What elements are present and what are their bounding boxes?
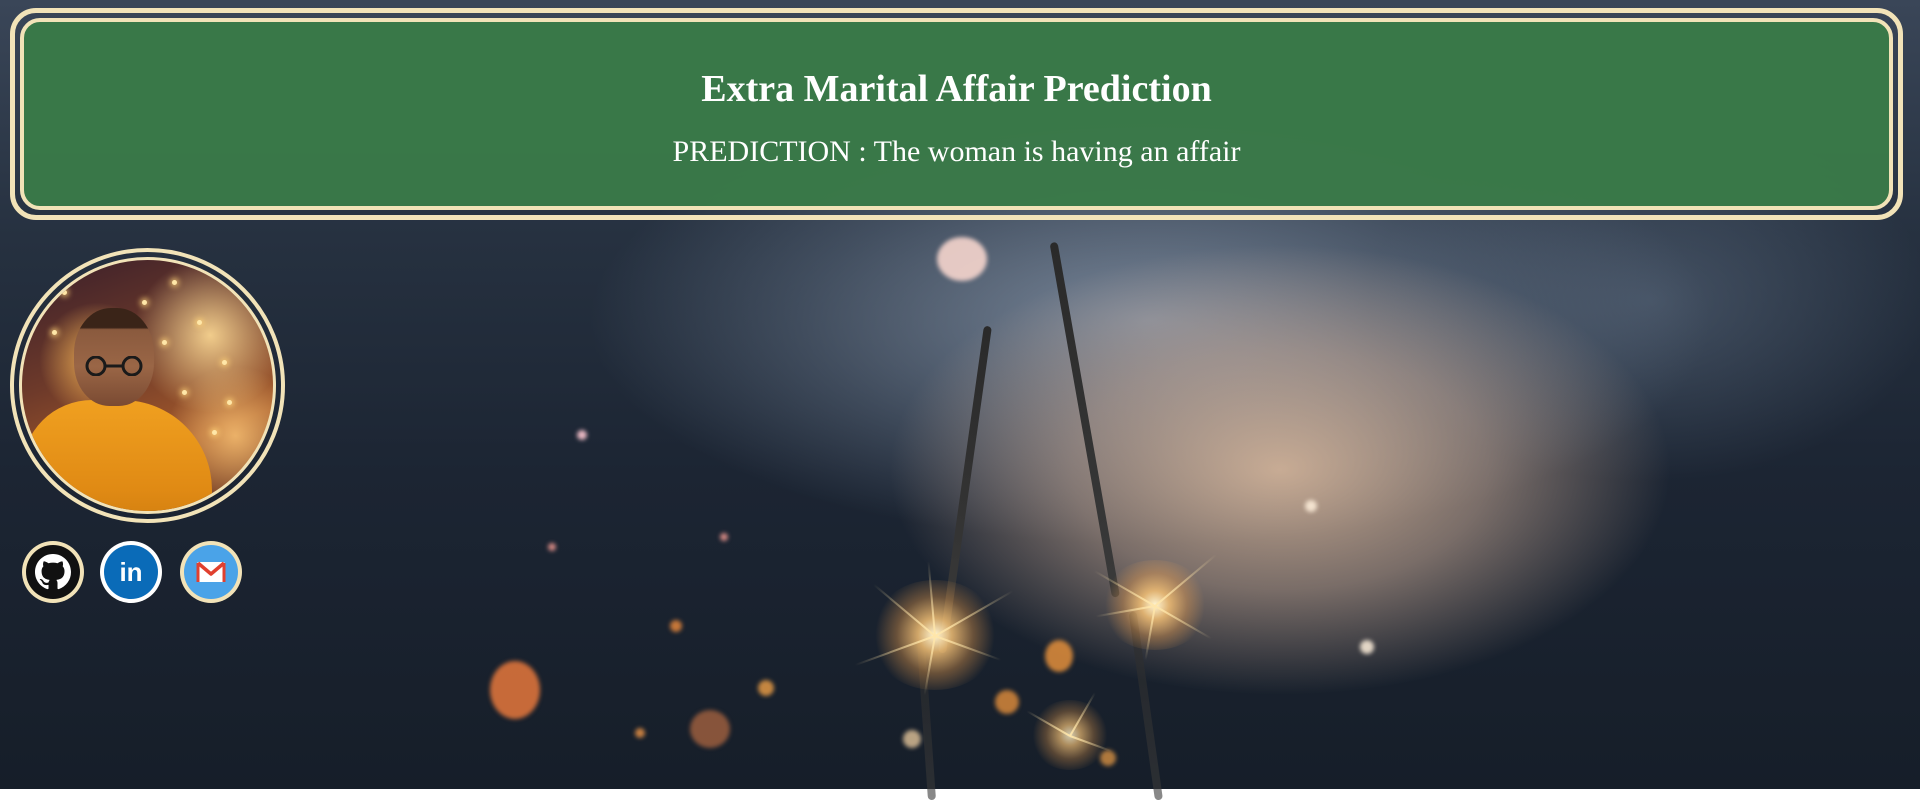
avatar-frame — [10, 248, 285, 523]
bokeh-light — [490, 661, 540, 719]
avatar-light — [222, 360, 227, 365]
bokeh-light — [995, 690, 1019, 714]
avatar-light — [162, 340, 167, 345]
linkedin-icon: in — [104, 545, 158, 599]
avatar-light — [182, 390, 187, 395]
avatar-light — [62, 290, 67, 295]
github-icon — [26, 545, 80, 599]
person-head — [74, 308, 154, 406]
bokeh-light — [670, 620, 682, 632]
header-panel: Extra Marital Affair Prediction PREDICTI… — [10, 8, 1903, 220]
avatar — [19, 257, 276, 514]
avatar-light — [227, 400, 232, 405]
avatar-light — [142, 300, 147, 305]
person-body — [22, 400, 212, 511]
bokeh-light — [635, 728, 645, 738]
bokeh-light — [1100, 750, 1116, 766]
prediction-result: PREDICTION : The woman is having an affa… — [672, 135, 1241, 168]
bokeh-light — [1045, 640, 1073, 672]
sparkler-stick — [1049, 241, 1120, 598]
page-title: Extra Marital Affair Prediction — [701, 68, 1212, 110]
avatar-light — [197, 320, 202, 325]
header-inner-panel: Extra Marital Affair Prediction PREDICTI… — [20, 18, 1893, 210]
bokeh-light — [720, 533, 728, 541]
avatar-light — [212, 430, 217, 435]
linkedin-link[interactable]: in — [100, 541, 162, 603]
gmail-link[interactable] — [180, 541, 242, 603]
avatar-light — [52, 330, 57, 335]
bokeh-light — [548, 543, 556, 551]
github-link[interactable] — [22, 541, 84, 603]
bokeh-light — [577, 430, 587, 440]
bokeh-light — [937, 237, 987, 281]
bokeh-light — [758, 680, 774, 696]
avatar-light — [172, 280, 177, 285]
bokeh-light — [1305, 500, 1317, 512]
gmail-icon — [184, 545, 238, 599]
bokeh-light — [903, 730, 921, 748]
bokeh-light — [690, 710, 730, 748]
glasses-icon — [85, 356, 143, 376]
bokeh-light — [1360, 640, 1374, 654]
